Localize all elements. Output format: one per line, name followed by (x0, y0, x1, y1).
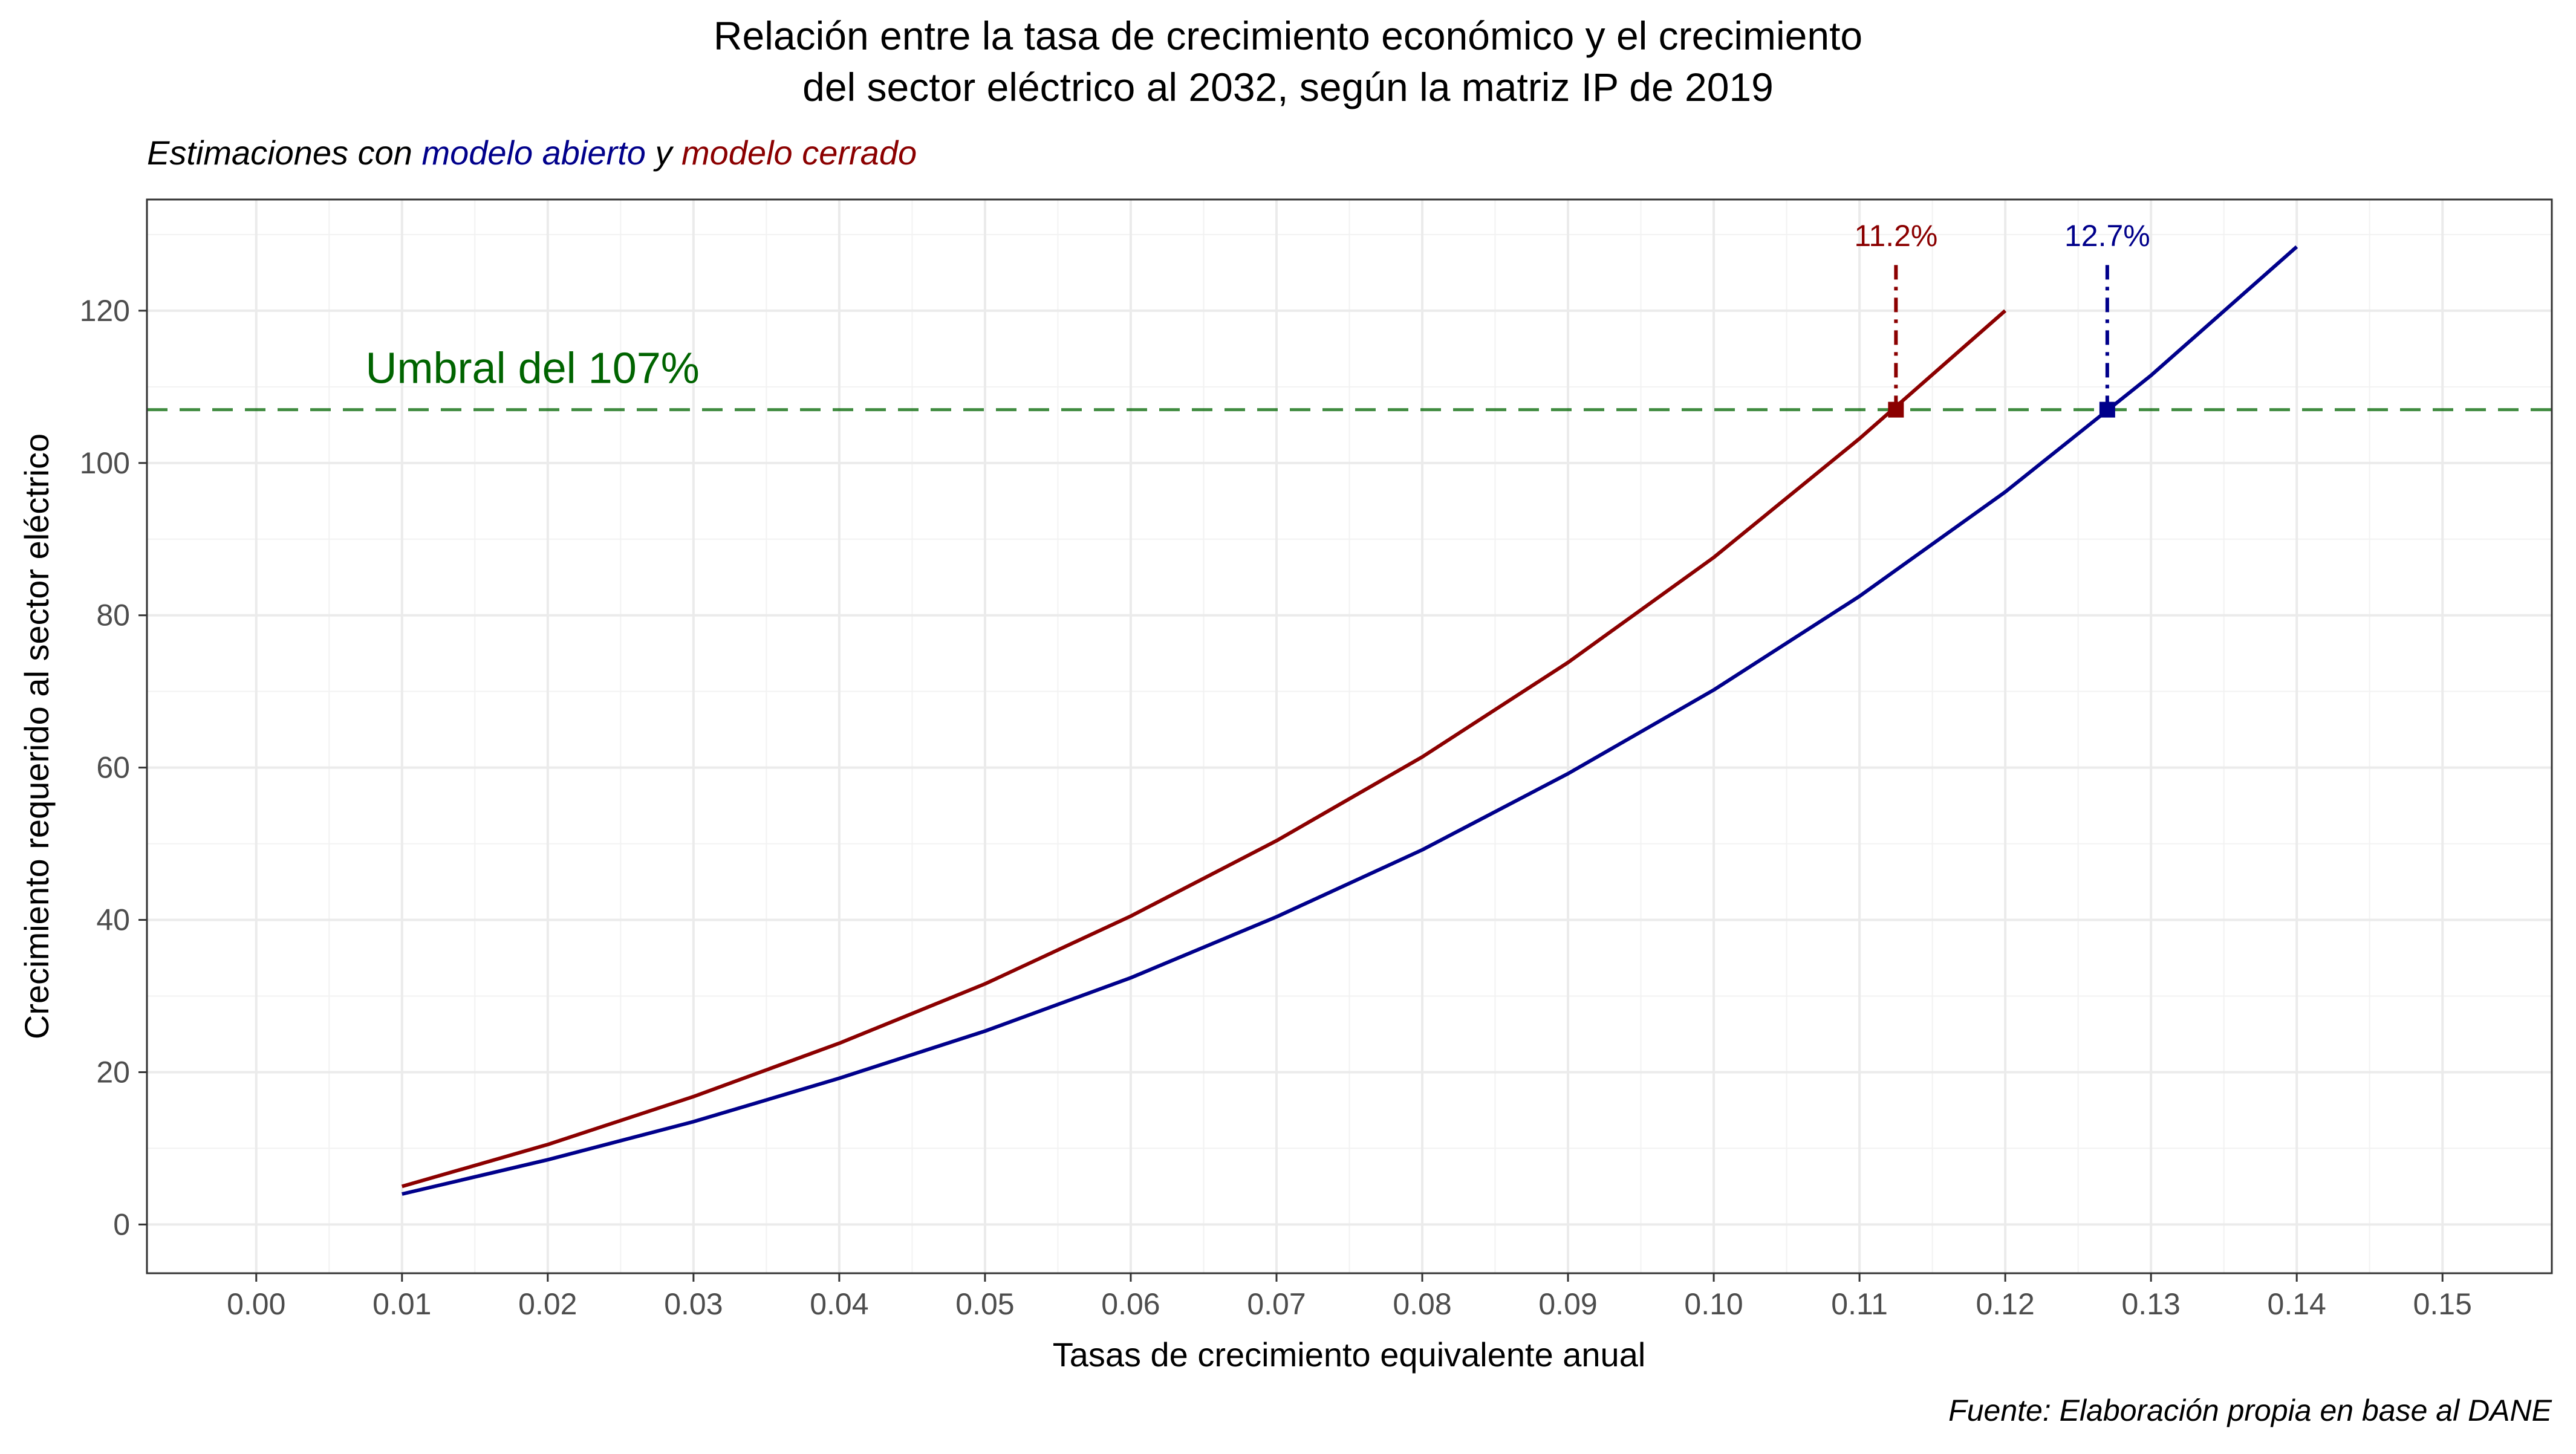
x-tick-label: 0.08 (1393, 1287, 1451, 1321)
x-tick-label: 0.03 (664, 1287, 723, 1321)
y-tick-label: 20 (96, 1055, 130, 1089)
marker-label: 12.7% (2064, 219, 2150, 253)
marker-label: 11.2% (1854, 219, 1937, 253)
x-tick-label: 0.05 (955, 1287, 1014, 1321)
x-tick-label: 0.14 (2268, 1287, 2326, 1321)
subtitle-connector: y (646, 134, 681, 172)
x-tick-label: 0.04 (810, 1287, 868, 1321)
x-tick-label: 0.07 (1247, 1287, 1306, 1321)
y-tick-label: 60 (96, 751, 130, 785)
chart-title-line2: del sector eléctrico al 2032, según la m… (802, 65, 1774, 109)
y-axis-title: Crecimiento requerido al sector eléctric… (18, 433, 56, 1039)
y-tick-label: 100 (80, 446, 130, 480)
y-tick-label: 120 (80, 294, 130, 328)
y-tick-label: 40 (96, 903, 130, 937)
x-tick-label: 0.09 (1538, 1287, 1597, 1321)
x-tick-label: 0.02 (518, 1287, 577, 1321)
y-tick-label: 0 (113, 1207, 130, 1241)
subtitle-open-label: modelo abierto (421, 134, 645, 172)
chart-subtitle: Estimaciones con modelo abierto y modelo… (147, 134, 917, 172)
y-tick-label: 80 (96, 599, 130, 632)
x-tick-label: 0.06 (1101, 1287, 1160, 1321)
marker-point (1888, 402, 1904, 418)
x-tick-label: 0.00 (227, 1287, 285, 1321)
x-tick-label: 0.13 (2122, 1287, 2181, 1321)
x-tick-label: 0.11 (1831, 1287, 1888, 1321)
x-tick-label: 0.01 (372, 1287, 431, 1321)
chart-title-line1: Relación entre la tasa de crecimiento ec… (714, 13, 1862, 58)
threshold-label: Umbral del 107% (366, 345, 700, 393)
x-tick-label: 0.10 (1684, 1287, 1743, 1321)
subtitle-prefix: Estimaciones con (147, 134, 421, 172)
x-tick-label: 0.12 (1976, 1287, 2034, 1321)
x-axis-title: Tasas de crecimiento equivalente anual (1053, 1336, 1646, 1374)
subtitle-closed-label: modelo cerrado (681, 134, 917, 172)
marker-point (2100, 402, 2115, 418)
chart-caption: Fuente: Elaboración propia en base al DA… (1948, 1394, 2552, 1427)
x-tick-label: 0.15 (2413, 1287, 2472, 1321)
